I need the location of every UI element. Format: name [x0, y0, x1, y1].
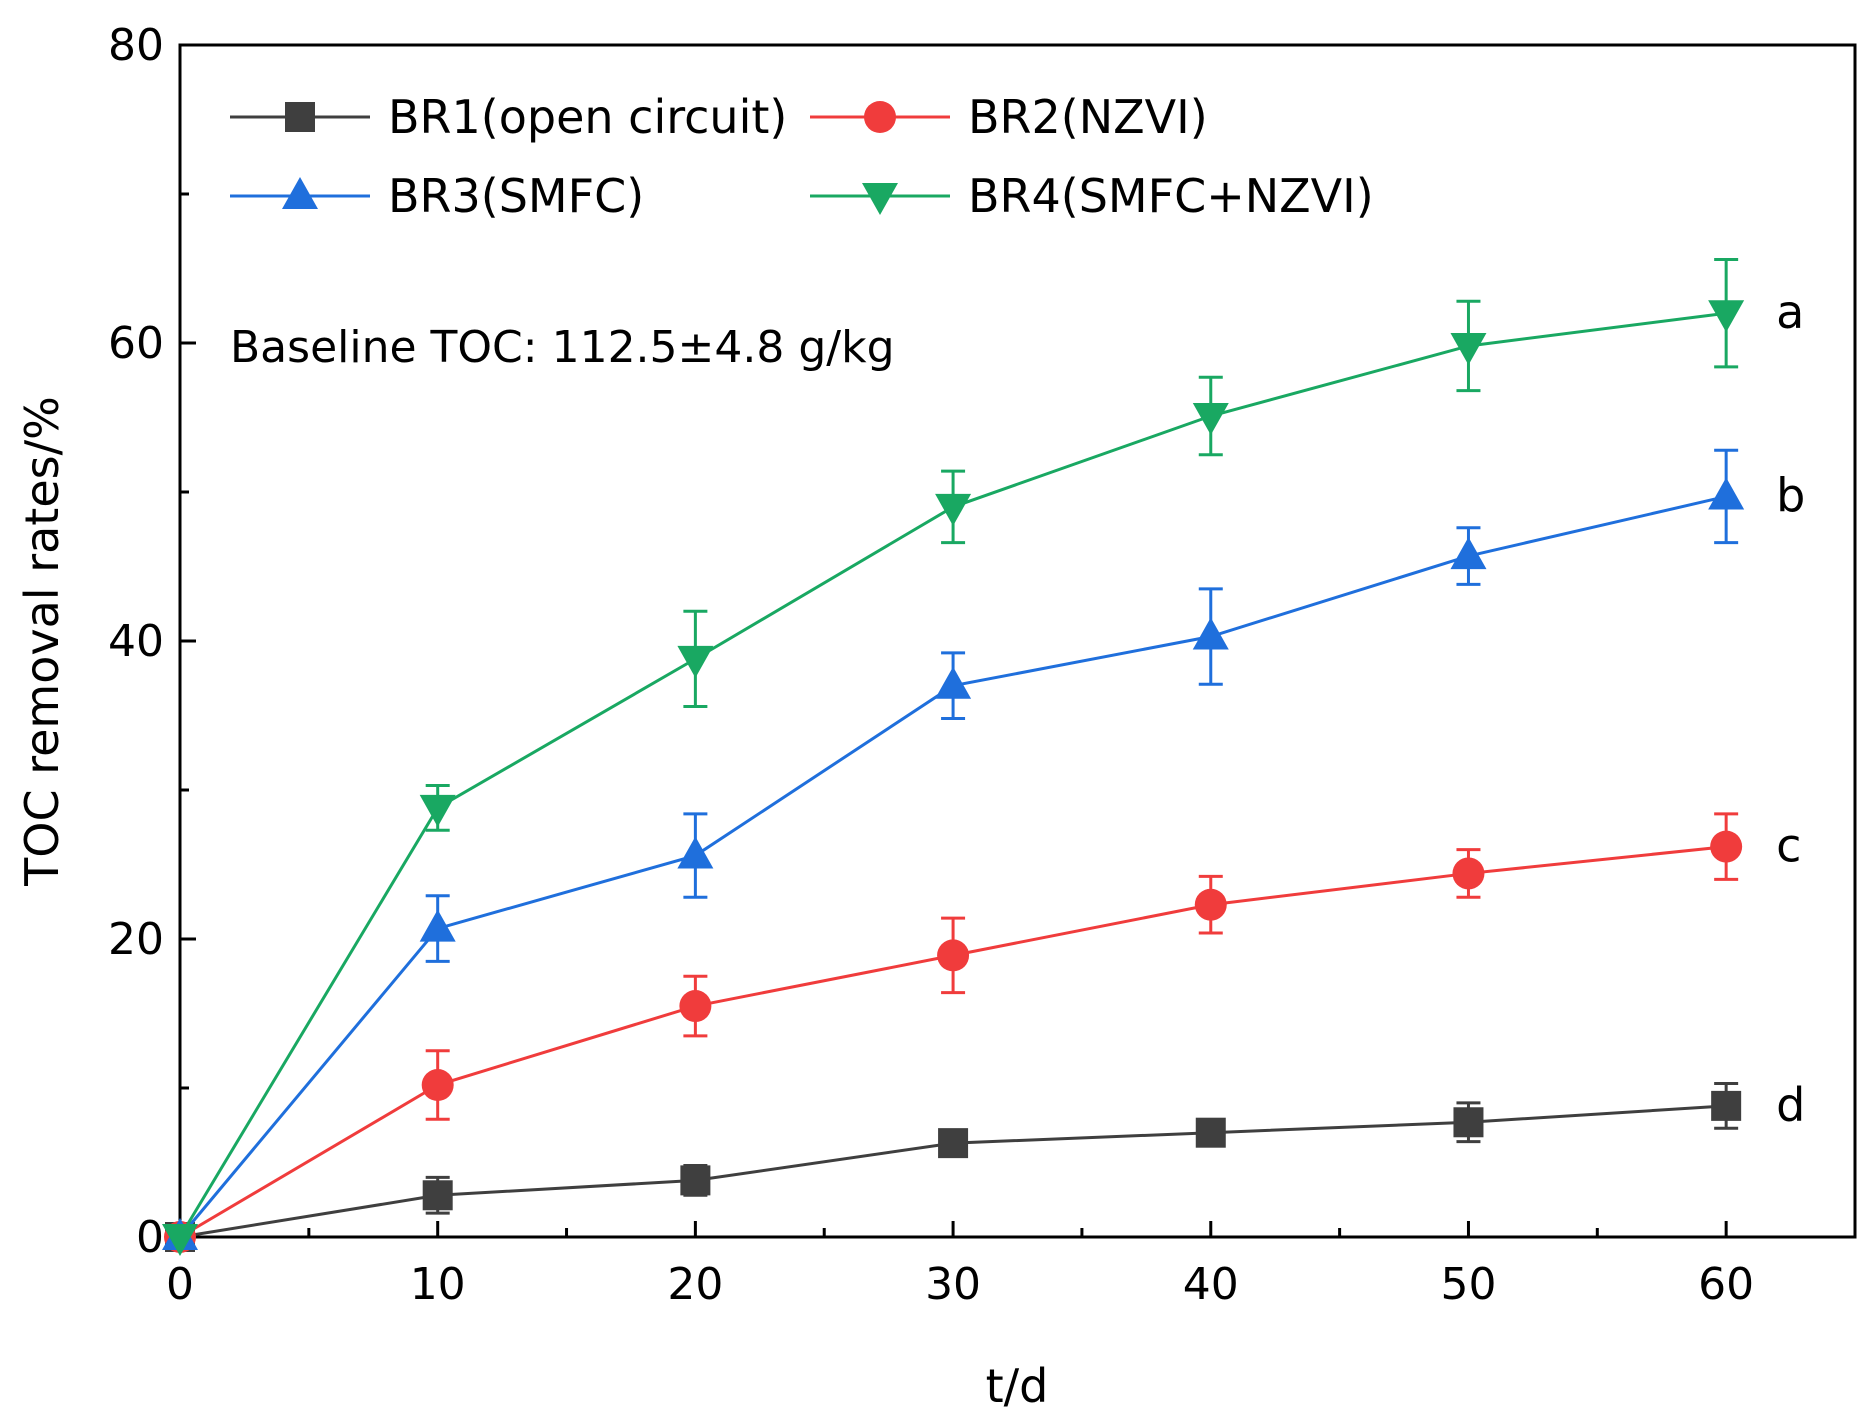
legend-entry-4: BR4(SMFC+NZVI): [810, 169, 1374, 223]
data-point: [422, 1180, 453, 1211]
legend-marker: [282, 177, 318, 209]
data-point: [1450, 332, 1487, 365]
legend-marker: [862, 183, 898, 215]
y-tick-label: 60: [108, 318, 164, 369]
legend: BR1(open circuit) BR2(NZVI) BR3(SMFC) BR4(S…: [230, 90, 1374, 223]
legend-label: BR4(SMFC+NZVI): [968, 169, 1374, 223]
legend-marker: [864, 101, 896, 133]
x-tick-label: 10: [410, 1259, 466, 1310]
x-tick-label: 60: [1698, 1259, 1754, 1310]
data-point: [938, 1128, 969, 1159]
legend-entry-2: BR2(NZVI): [810, 90, 1208, 144]
data-point: [1453, 1107, 1484, 1138]
data-point: [677, 836, 714, 869]
significance-label: a: [1776, 285, 1804, 339]
data-point: [937, 939, 970, 972]
data-point: [935, 666, 972, 699]
x-tick-label: 30: [925, 1259, 981, 1310]
legend-label: BR2(NZVI): [968, 90, 1208, 144]
data-point: [1194, 888, 1227, 921]
x-axis-title: t/d: [986, 1359, 1049, 1413]
baseline-annotation: Baseline TOC: 112.5±4.8 g/kg: [230, 322, 895, 373]
data-point: [1708, 300, 1745, 333]
legend-label: BR3(SMFC): [388, 169, 644, 223]
data-point: [679, 990, 712, 1023]
series-layer: d c b a: [162, 258, 1805, 1256]
data-point: [1195, 1117, 1226, 1148]
x-tick-label: 20: [667, 1259, 723, 1310]
data-point: [162, 1224, 198, 1256]
series-3: b: [162, 448, 1805, 1250]
data-point: [680, 1165, 711, 1196]
y-tick-label: 80: [108, 20, 164, 71]
series-line: [179, 845, 1727, 1239]
data-point: [1450, 537, 1487, 570]
series-line: [178, 495, 1727, 1238]
data-point: [419, 794, 456, 827]
data-point: [1710, 830, 1743, 863]
legend-entry-3: BR3(SMFC): [230, 169, 644, 223]
data-point: [1708, 477, 1745, 510]
y-tick-label: 20: [108, 914, 164, 965]
significance-label: c: [1776, 819, 1801, 873]
x-tick-label: 40: [1183, 1259, 1239, 1310]
data-point: [1192, 403, 1229, 436]
significance-label: b: [1776, 468, 1805, 522]
series-line: [179, 1104, 1727, 1239]
data-point: [419, 909, 456, 942]
data-point: [1192, 617, 1229, 650]
legend-marker: [285, 102, 315, 132]
y-axis-title: TOC removal rates/%: [15, 396, 69, 887]
series-2: c: [164, 812, 1801, 1253]
data-point: [1452, 857, 1485, 890]
legend-label: BR1(open circuit): [388, 90, 787, 144]
x-tick-label: 50: [1440, 1259, 1496, 1310]
legend-entry-1: BR1(open circuit): [230, 90, 787, 144]
data-point: [677, 645, 714, 678]
series-4: a: [162, 258, 1804, 1256]
y-tick-label: 0: [136, 1212, 164, 1263]
significance-label: d: [1776, 1078, 1805, 1132]
series-line: [178, 311, 1727, 1238]
x-tick-label: 0: [166, 1259, 194, 1310]
series-1: d: [165, 1078, 1805, 1252]
data-point: [935, 493, 972, 526]
data-point: [421, 1069, 454, 1102]
y-tick-label: 40: [108, 616, 164, 667]
ticks-layer: 0 10 20 30 40 50 60 0 20 40 60 80: [108, 20, 1857, 1310]
plot-frame: [178, 43, 1857, 1239]
data-point: [1711, 1090, 1742, 1121]
